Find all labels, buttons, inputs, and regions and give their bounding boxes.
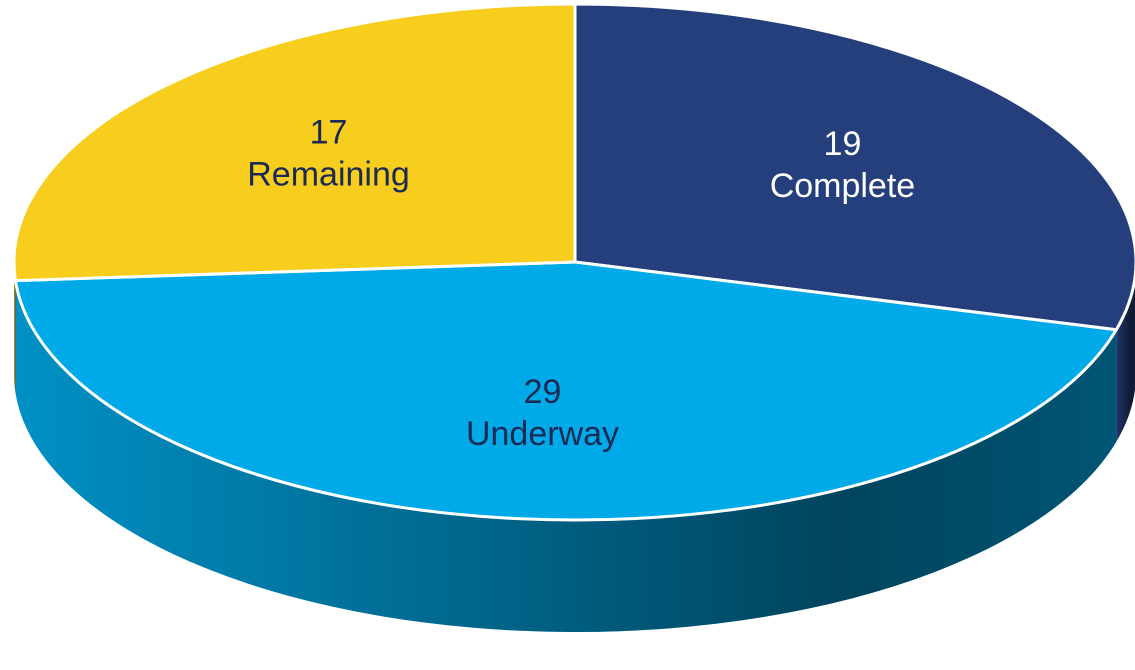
slice-side-shade xyxy=(1116,276,1135,442)
slice xyxy=(573,2,1135,332)
slice xyxy=(12,2,577,283)
slice-label: Remaining xyxy=(247,156,410,194)
slice-value: 29 xyxy=(524,373,562,411)
slice-value: 17 xyxy=(310,114,348,152)
slice xyxy=(13,260,1118,522)
slice-label: Underway xyxy=(466,415,619,453)
slice-side-shade xyxy=(14,262,16,393)
pie-sides xyxy=(14,262,1135,632)
slice-side-shade xyxy=(15,280,1117,632)
slice-label: Complete xyxy=(770,167,916,205)
slice-value: 19 xyxy=(824,125,862,163)
pie-tops xyxy=(12,2,1135,522)
pie-labels: 19 Complete 29 Underway 17 Remaining xyxy=(247,114,915,453)
